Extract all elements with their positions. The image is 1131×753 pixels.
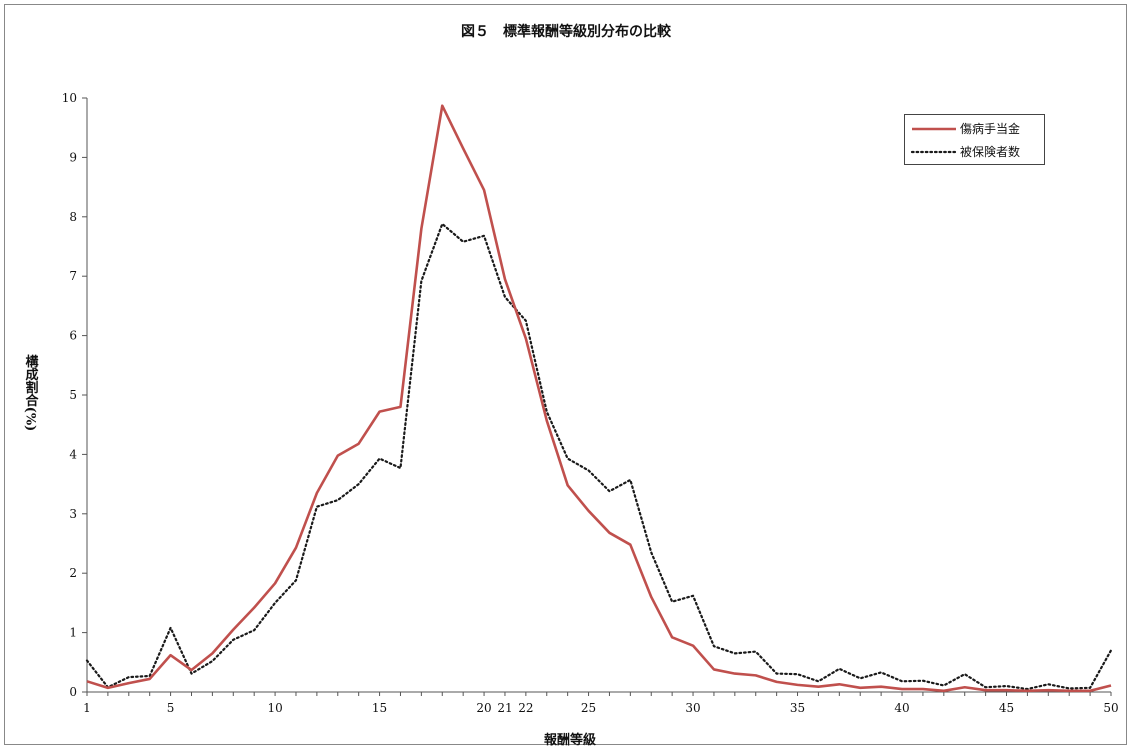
x-tick-label: 1	[83, 701, 91, 715]
legend-label-sick-allowance: 傷病手当金	[960, 121, 1020, 136]
x-tick-label: 21	[497, 701, 512, 715]
x-tick-label: 22	[518, 701, 533, 715]
axes	[82, 97, 1112, 696]
chart-title: 図５ 標準報酬等級別分布の比較	[461, 23, 672, 40]
y-tick-label: 6	[69, 329, 77, 343]
y-tick-labels: 0 1 2 3 4 5 6 7 8 9 10	[62, 91, 78, 699]
y-axis-title: 構成割合(%)	[23, 354, 39, 431]
y-tick-label: 7	[69, 269, 77, 283]
series-line-sick-allowance	[86, 104, 1112, 693]
y-tick-label: 4	[69, 447, 77, 461]
y-tick-label: 3	[69, 507, 77, 521]
y-tick-label: 0	[69, 685, 77, 699]
x-axis-title: 報酬等級	[544, 732, 596, 748]
x-tick-label: 40	[894, 701, 909, 715]
y-tick-label: 1	[69, 626, 77, 640]
x-tick-label: 30	[685, 701, 700, 715]
x-tick-label: 15	[372, 701, 387, 715]
y-tick-label: 9	[69, 150, 77, 164]
y-tick-label: 2	[69, 566, 77, 580]
x-tick-labels: 1 5 10 15 20 21 22 25 30 35 40 45 50	[83, 701, 1118, 715]
x-tick-label: 35	[790, 701, 805, 715]
x-tick-label: 50	[1103, 701, 1118, 715]
y-tick-label: 5	[69, 388, 77, 402]
series-line-insured	[85, 222, 1113, 691]
y-tick-label: 10	[62, 91, 77, 105]
legend: 傷病手当金 被保険者数	[904, 114, 1045, 165]
x-tick-label: 45	[999, 701, 1014, 715]
legend-label-insured: 被保険者数	[960, 144, 1020, 159]
y-tick-label: 8	[69, 210, 77, 224]
y-axis-title-text: 構成割合(%)	[23, 354, 39, 431]
x-tick-label: 5	[167, 701, 175, 715]
x-tick-label: 25	[581, 701, 596, 715]
x-tick-label: 10	[267, 701, 282, 715]
legend-box	[904, 114, 1045, 165]
x-tick-label: 20	[476, 701, 491, 715]
series-layer	[85, 104, 1113, 693]
